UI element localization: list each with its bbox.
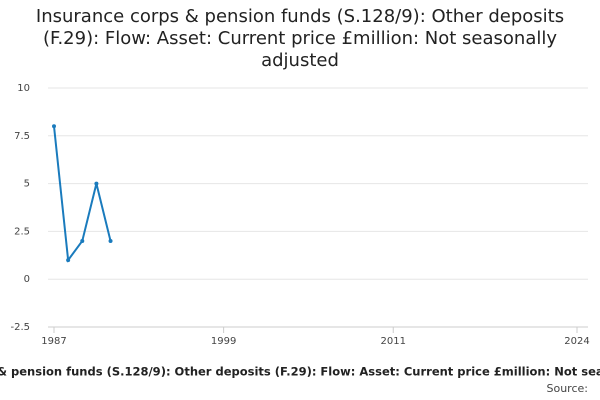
point: [108, 238, 113, 243]
point: [52, 124, 56, 129]
y-tick-label: 5: [24, 179, 30, 190]
point: [66, 258, 71, 263]
x-tick-label: 2011: [381, 336, 406, 347]
source: Source:: [547, 382, 589, 395]
y-tick-label: 0: [24, 274, 30, 285]
y-tick-label: 10: [17, 83, 30, 94]
point: [80, 238, 85, 243]
x-tick-label: 1999: [211, 336, 236, 347]
point: [94, 181, 99, 186]
chart-title: Insurance corps & pension funds (S.128/9…: [35, 6, 565, 71]
y-tick-label: 2.5: [14, 226, 30, 237]
y-tick-label: 7.5: [14, 131, 30, 142]
y-tick-label: -2.5: [10, 322, 30, 333]
x-tick-label: 2024: [564, 336, 589, 347]
x-tick-label: 1987: [41, 336, 66, 347]
x-axis-title: Insurance corps & pension funds (S.128/9…: [0, 365, 600, 379]
